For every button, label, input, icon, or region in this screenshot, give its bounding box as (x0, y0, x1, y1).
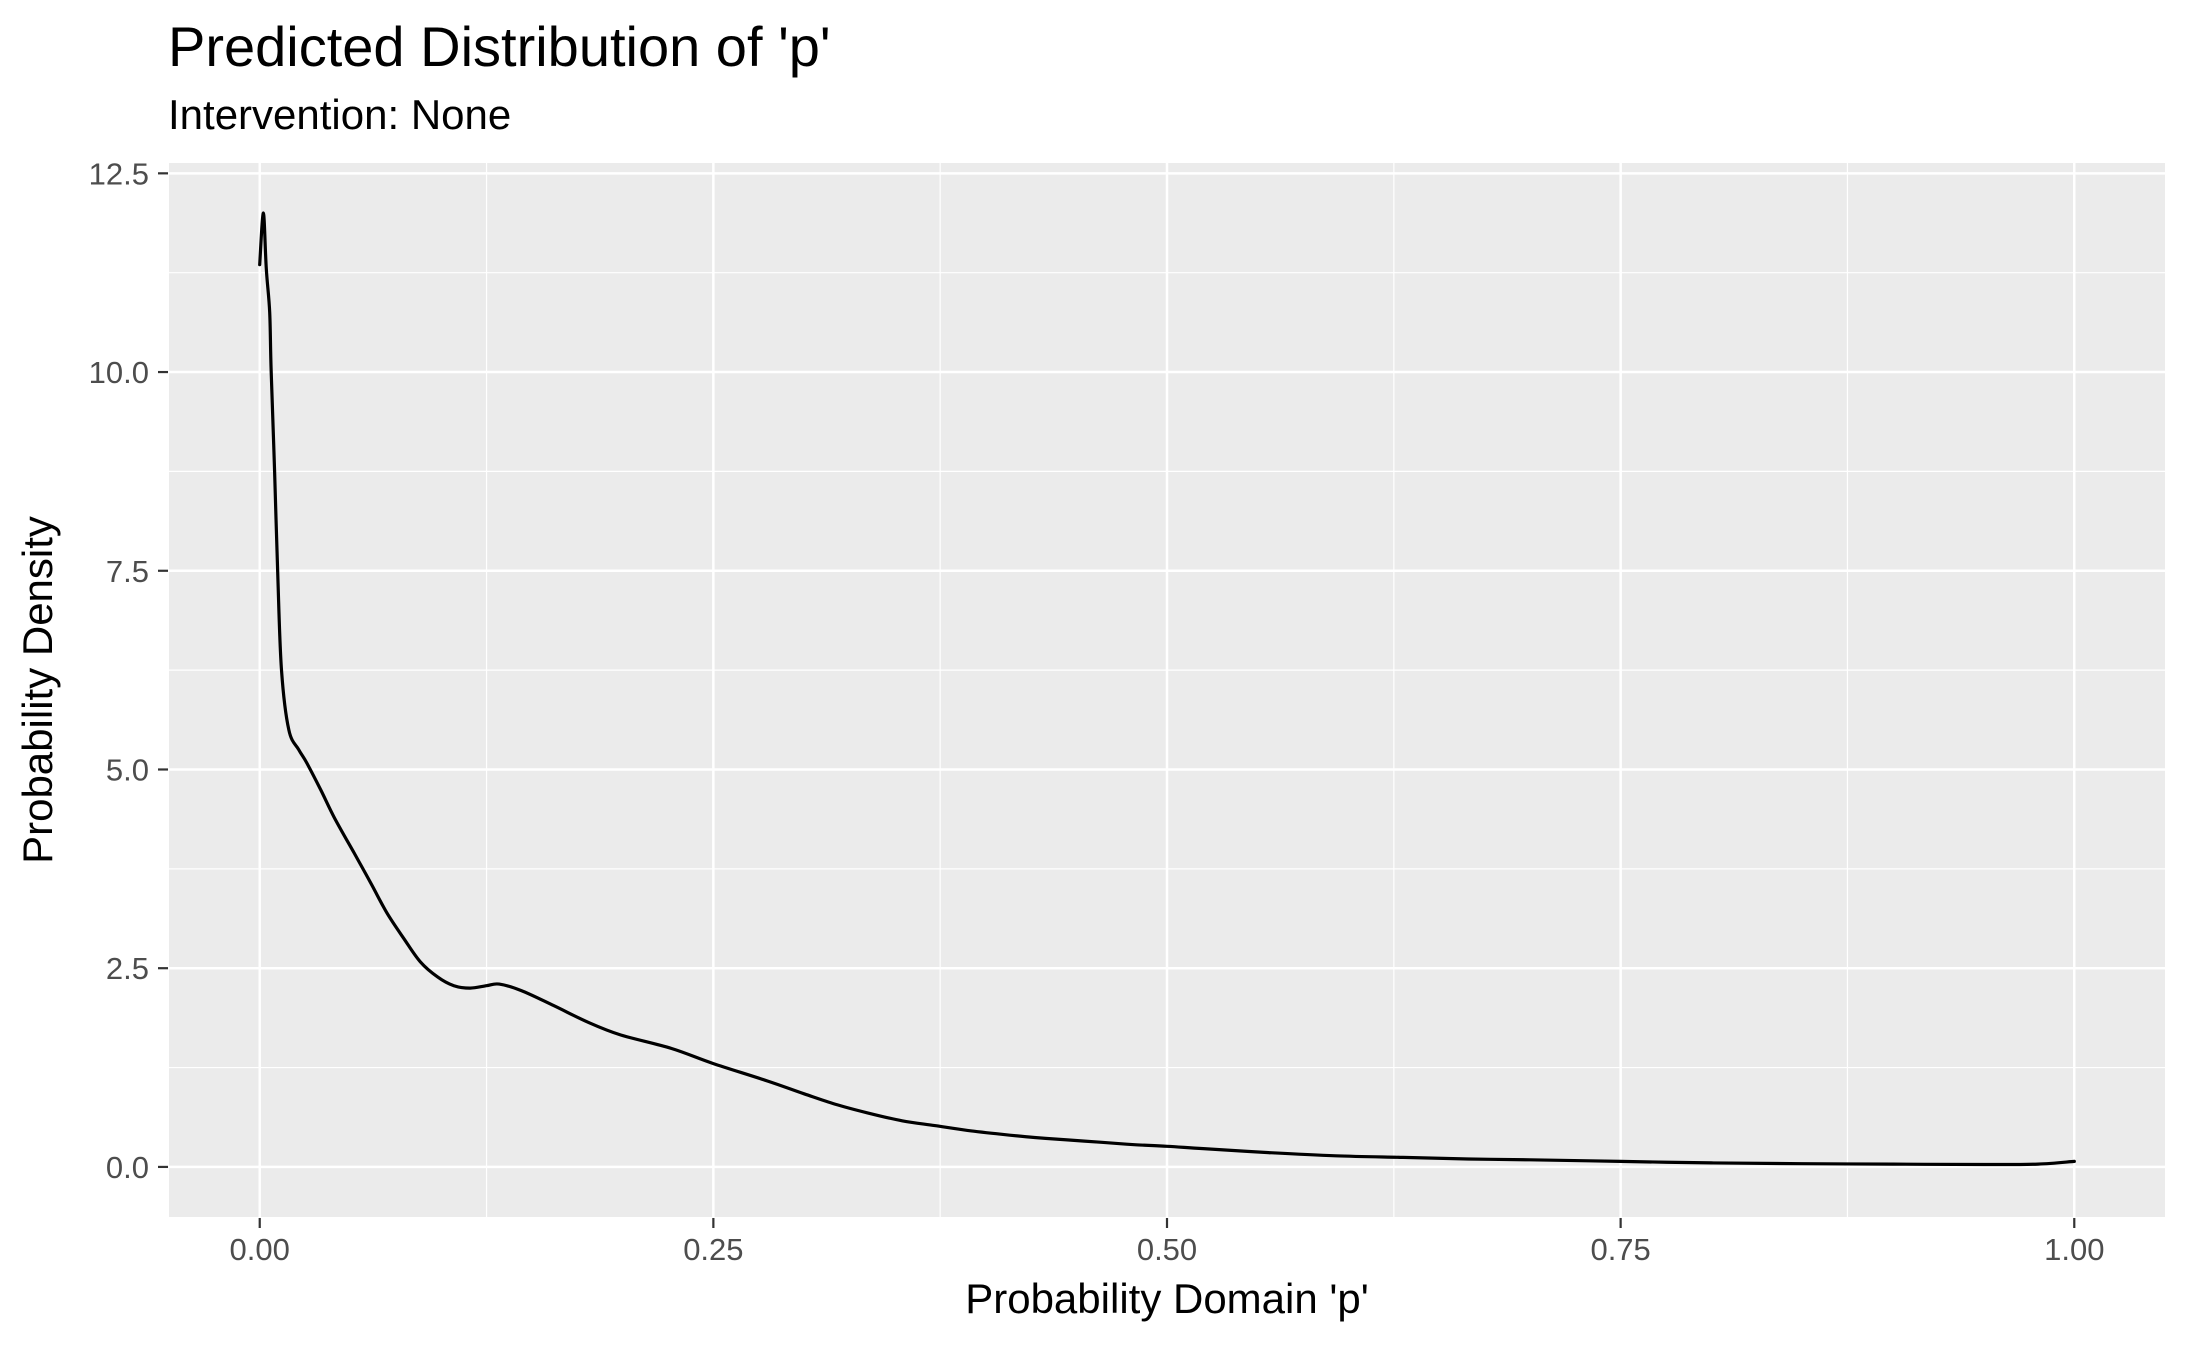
y-tick-label: 2.5 (106, 951, 149, 986)
plot-title: Predicted Distribution of 'p' (168, 15, 831, 78)
y-tick-label: 10.0 (89, 355, 149, 390)
y-tick-label: 5.0 (106, 752, 149, 787)
x-tick-label: 0.75 (1590, 1232, 1650, 1267)
x-tick-label: 1.00 (2044, 1232, 2104, 1267)
x-tick-label: 0.25 (683, 1232, 743, 1267)
y-tick-label: 12.5 (89, 156, 149, 191)
y-tick-label: 7.5 (106, 554, 149, 589)
plot-subtitle: Intervention: None (168, 91, 512, 138)
x-tick-label: 0.50 (1137, 1232, 1197, 1267)
y-axis-title: Probability Density (14, 516, 61, 864)
y-tick-label: 0.0 (106, 1150, 149, 1185)
x-tick-label: 0.00 (230, 1232, 290, 1267)
density-curve (258, 211, 2076, 1167)
x-axis-title: Probability Domain 'p' (965, 1275, 1369, 1322)
